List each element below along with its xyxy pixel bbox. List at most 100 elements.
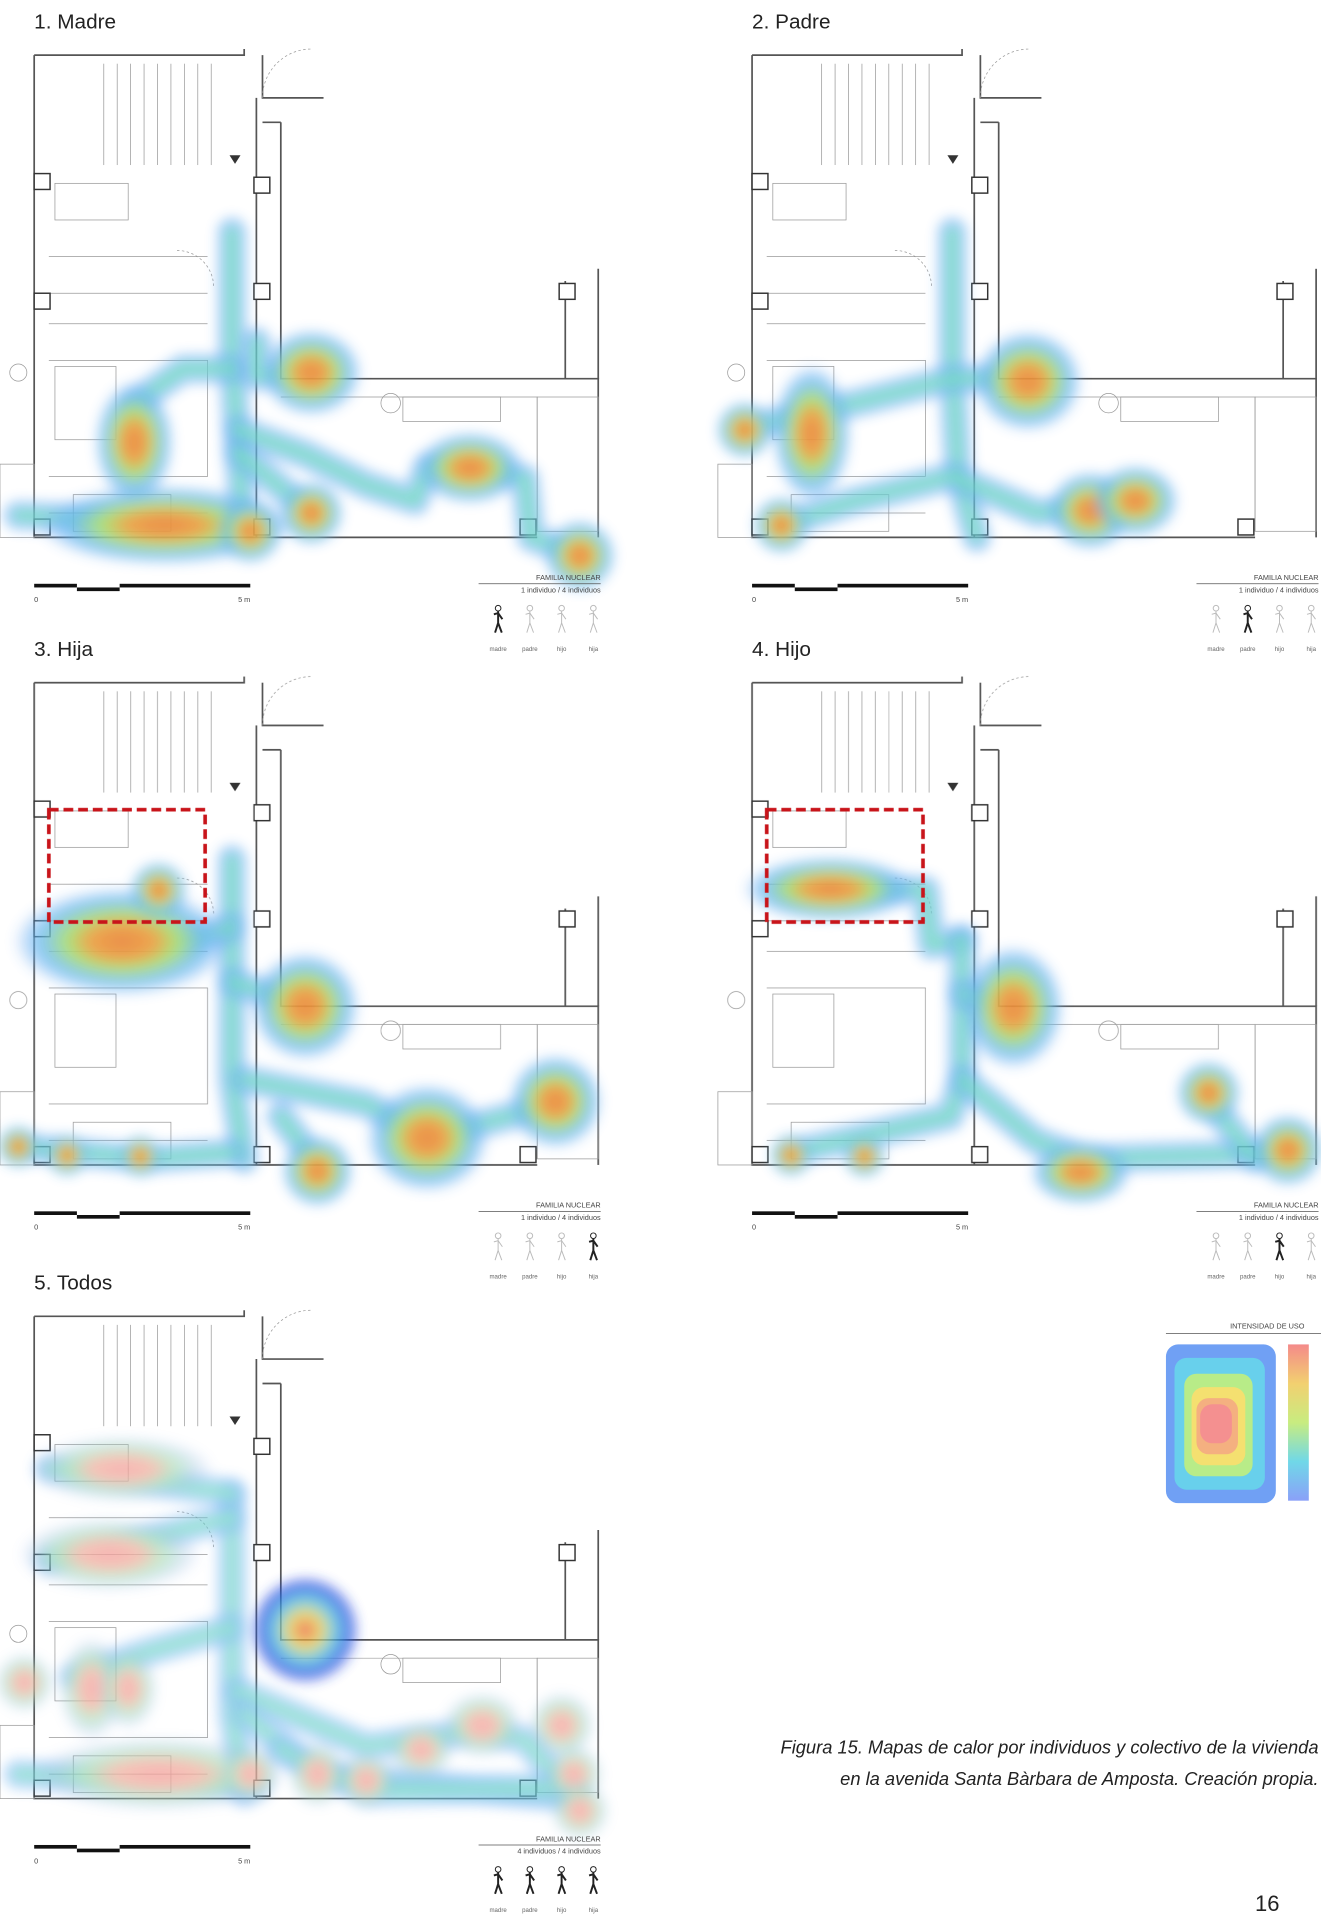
panel-title: 1. Madre: [34, 10, 116, 33]
heat-layer: [715, 217, 1180, 555]
person-head: [526, 1232, 534, 1240]
hot-spot: [251, 1576, 359, 1684]
panel-title: 4. Hijo: [752, 638, 811, 661]
figure-label: hija: [589, 1907, 599, 1914]
wall-line: [34, 676, 246, 684]
hot-spot: [278, 480, 345, 546]
scale-bar: [794, 587, 838, 592]
entrance-arrow: [947, 155, 959, 164]
heatmap-panel: 2. Padre 0 5 m FAMILIA NUCLEAR 1 individuo /…: [715, 10, 1319, 653]
legend-subtitle: 1 individuo / 4 individuos: [521, 1213, 601, 1222]
scale-start: 0: [752, 1223, 756, 1232]
sofa: [402, 1657, 501, 1683]
hot-spot: [94, 379, 175, 505]
heat-layer: [742, 856, 1321, 1206]
person-head: [558, 1866, 565, 1873]
person-body: [1211, 1238, 1221, 1261]
person-body: [1243, 611, 1253, 633]
heat-layer: [3, 217, 617, 593]
hot-spot: [388, 1720, 455, 1780]
entrance-arrow: [947, 782, 959, 792]
hot-spot: [715, 400, 775, 460]
scale-end: 5 m: [238, 595, 250, 604]
figure-label: madre: [489, 1273, 507, 1280]
bed: [54, 810, 129, 848]
plant: [9, 363, 28, 382]
person-head: [558, 604, 565, 612]
path-core: [226, 226, 250, 537]
wall-line: [34, 49, 246, 57]
legend-title: FAMILIA NUCLEAR: [1254, 1201, 1319, 1210]
entrance-arrow: [229, 155, 241, 164]
person-head: [590, 1232, 597, 1240]
page-number: 16: [1255, 1891, 1279, 1916]
hot-spot: [1251, 1113, 1321, 1187]
hot-spot: [30, 1737, 287, 1811]
figure-label: padre: [522, 646, 538, 653]
person-head: [590, 604, 597, 612]
door-arc: [177, 250, 215, 288]
column: [971, 176, 989, 194]
person-head: [494, 1232, 502, 1240]
column: [253, 1437, 271, 1456]
figure-label: hijo: [1275, 646, 1285, 653]
person-head: [590, 1866, 597, 1873]
terrace: [536, 396, 599, 532]
wall-line: [261, 682, 324, 727]
column: [253, 176, 271, 194]
hot-spot: [973, 329, 1083, 433]
column: [253, 282, 271, 301]
terrace: [717, 463, 753, 538]
scale-bar: [752, 583, 795, 588]
column: [1237, 518, 1255, 536]
scale-bar: [752, 1211, 795, 1215]
scale-end: 5 m: [238, 1223, 250, 1232]
scale-start: 0: [34, 1856, 38, 1865]
person-body: [493, 1238, 503, 1261]
door-arc: [262, 1309, 312, 1360]
plant: [727, 991, 746, 1010]
hot-spot: [118, 1134, 163, 1179]
wall-line: [979, 55, 1042, 99]
column: [33, 172, 51, 191]
hot-spot: [962, 945, 1065, 1070]
column: [751, 1145, 769, 1164]
figure-label: hija: [1306, 1273, 1316, 1280]
highlight-box: [764, 807, 925, 924]
bed: [772, 810, 847, 848]
person-body: [557, 611, 567, 633]
column: [751, 920, 769, 938]
column: [253, 1543, 271, 1562]
wall-line: [34, 1310, 246, 1318]
panel-title: 3. Hija: [34, 638, 93, 661]
figure-label: hija: [1306, 646, 1316, 653]
scale-bar: [119, 1211, 251, 1215]
hot-spot: [507, 1053, 604, 1150]
person-body: [525, 1872, 535, 1895]
door-arc: [262, 676, 312, 726]
path-core: [946, 226, 983, 543]
figure-label: hijo: [557, 1273, 567, 1280]
path-core: [785, 933, 968, 1159]
person-body: [557, 1872, 567, 1895]
intensity-legend: INTENSIDAD DE USO: [1165, 1322, 1321, 1504]
person-body: [525, 611, 535, 633]
legend-subtitle: 1 individuo / 4 individuos: [521, 585, 601, 594]
sofa: [1120, 1024, 1219, 1050]
scale-bar: [34, 1211, 77, 1215]
person-head: [1212, 1232, 1220, 1240]
hot-spot: [1175, 1059, 1242, 1126]
floor-plan: [715, 48, 1317, 555]
door-arc: [262, 48, 312, 98]
door-arc: [980, 676, 1030, 726]
column: [558, 282, 576, 301]
column: [751, 172, 769, 191]
figure-label: madre: [1207, 646, 1225, 653]
person-head: [1244, 604, 1252, 612]
bed: [54, 993, 117, 1068]
person-body: [525, 1238, 535, 1261]
hot-spot: [1029, 1139, 1132, 1206]
figure-label: padre: [1240, 1273, 1256, 1280]
